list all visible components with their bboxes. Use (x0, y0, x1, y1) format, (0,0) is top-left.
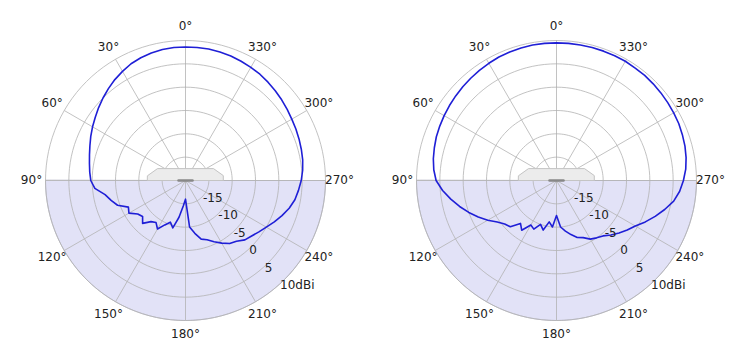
svg-text:300°: 300° (675, 96, 704, 110)
svg-text:210°: 210° (619, 307, 648, 321)
svg-text:0: 0 (249, 243, 257, 257)
svg-text:150°: 150° (94, 307, 123, 321)
svg-text:270°: 270° (325, 173, 354, 187)
svg-text:120°: 120° (38, 250, 67, 264)
svg-text:0°: 0° (179, 19, 193, 33)
svg-text:90°: 90° (392, 173, 413, 187)
svg-text:180°: 180° (542, 327, 571, 341)
svg-text:-5: -5 (234, 226, 246, 240)
svg-text:330°: 330° (248, 40, 277, 54)
svg-text:-10: -10 (218, 208, 238, 222)
svg-text:30°: 30° (98, 40, 119, 54)
svg-text:210°: 210° (248, 307, 277, 321)
svg-text:300°: 300° (304, 96, 333, 110)
svg-text:0°: 0° (550, 19, 564, 33)
svg-text:240°: 240° (304, 250, 333, 264)
svg-text:240°: 240° (675, 250, 704, 264)
svg-text:180°: 180° (171, 327, 200, 341)
svg-text:5: 5 (265, 261, 273, 275)
svg-text:60°: 60° (41, 96, 62, 110)
svg-text:5: 5 (636, 261, 644, 275)
svg-text:-10: -10 (589, 208, 609, 222)
svg-text:10dBi: 10dBi (280, 278, 314, 292)
svg-text:90°: 90° (21, 173, 42, 187)
svg-text:-15: -15 (203, 191, 223, 205)
svg-text:10dBi: 10dBi (651, 278, 685, 292)
svg-text:330°: 330° (619, 40, 648, 54)
svg-text:60°: 60° (412, 96, 433, 110)
svg-text:30°: 30° (469, 40, 490, 54)
svg-text:-5: -5 (605, 226, 617, 240)
svg-text:0: 0 (620, 243, 628, 257)
svg-text:270°: 270° (696, 173, 725, 187)
svg-text:-15: -15 (574, 191, 594, 205)
svg-text:120°: 120° (409, 250, 438, 264)
svg-text:150°: 150° (465, 307, 494, 321)
